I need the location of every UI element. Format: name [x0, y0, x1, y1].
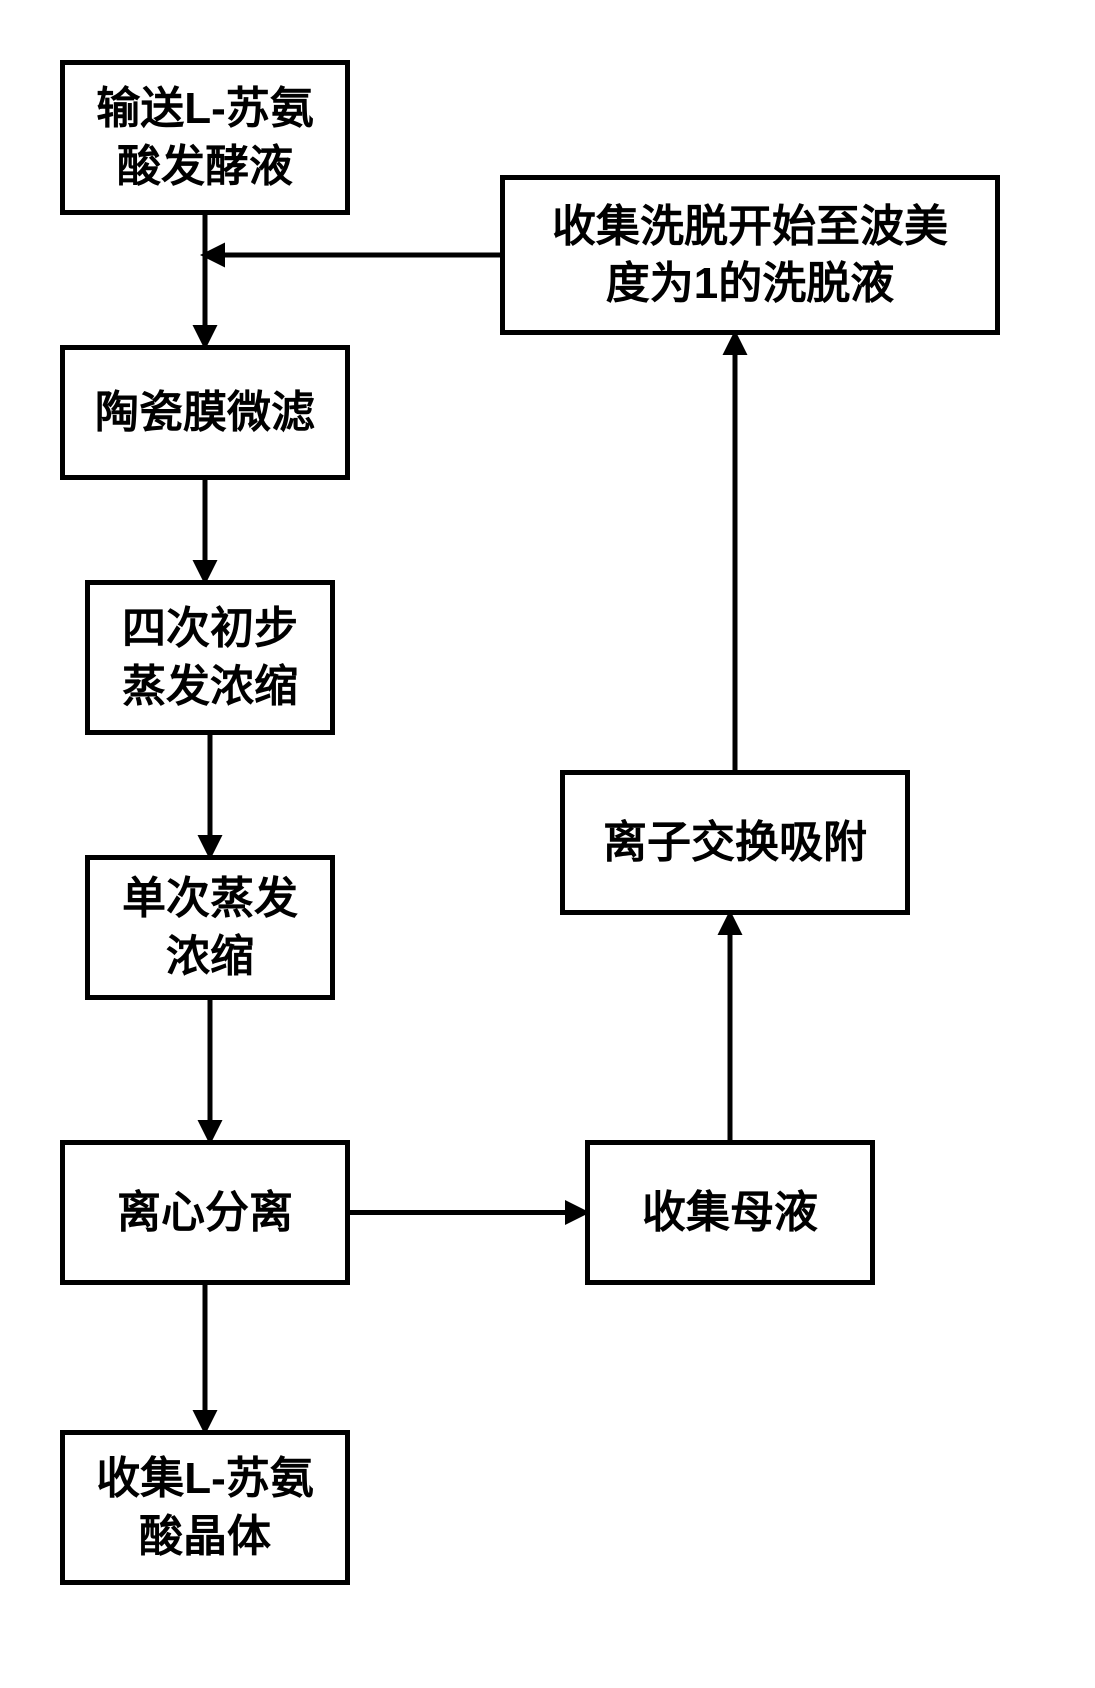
flowchart-node-label: 输送L-苏氨酸发酵液 — [96, 80, 314, 194]
flowchart-node: 四次初步蒸发浓缩 — [85, 580, 335, 735]
flowchart-node-label: 收集L-苏氨酸晶体 — [96, 1450, 314, 1564]
flowchart-node: 陶瓷膜微滤 — [60, 345, 350, 480]
flowchart-node: 输送L-苏氨酸发酵液 — [60, 60, 350, 215]
flowchart-node-label: 四次初步蒸发浓缩 — [122, 600, 298, 714]
flowchart-node: 收集洗脱开始至波美度为1的洗脱液 — [500, 175, 1000, 335]
flowchart-node-label: 陶瓷膜微滤 — [95, 384, 315, 441]
flowchart-node-label: 离子交换吸附 — [603, 814, 867, 871]
flowchart-node-label: 收集洗脱开始至波美度为1的洗脱液 — [552, 198, 948, 312]
flowchart-node: 收集L-苏氨酸晶体 — [60, 1430, 350, 1585]
flowchart-node: 离子交换吸附 — [560, 770, 910, 915]
flowchart-node: 收集母液 — [585, 1140, 875, 1285]
flowchart-node-label: 收集母液 — [642, 1184, 818, 1241]
flowchart-node: 离心分离 — [60, 1140, 350, 1285]
flowchart-node-label: 单次蒸发浓缩 — [122, 870, 298, 984]
flowchart-node: 单次蒸发浓缩 — [85, 855, 335, 1000]
flowchart-canvas: 输送L-苏氨酸发酵液陶瓷膜微滤四次初步蒸发浓缩单次蒸发浓缩离心分离收集L-苏氨酸… — [0, 0, 1095, 1688]
flowchart-node-label: 离心分离 — [117, 1184, 293, 1241]
